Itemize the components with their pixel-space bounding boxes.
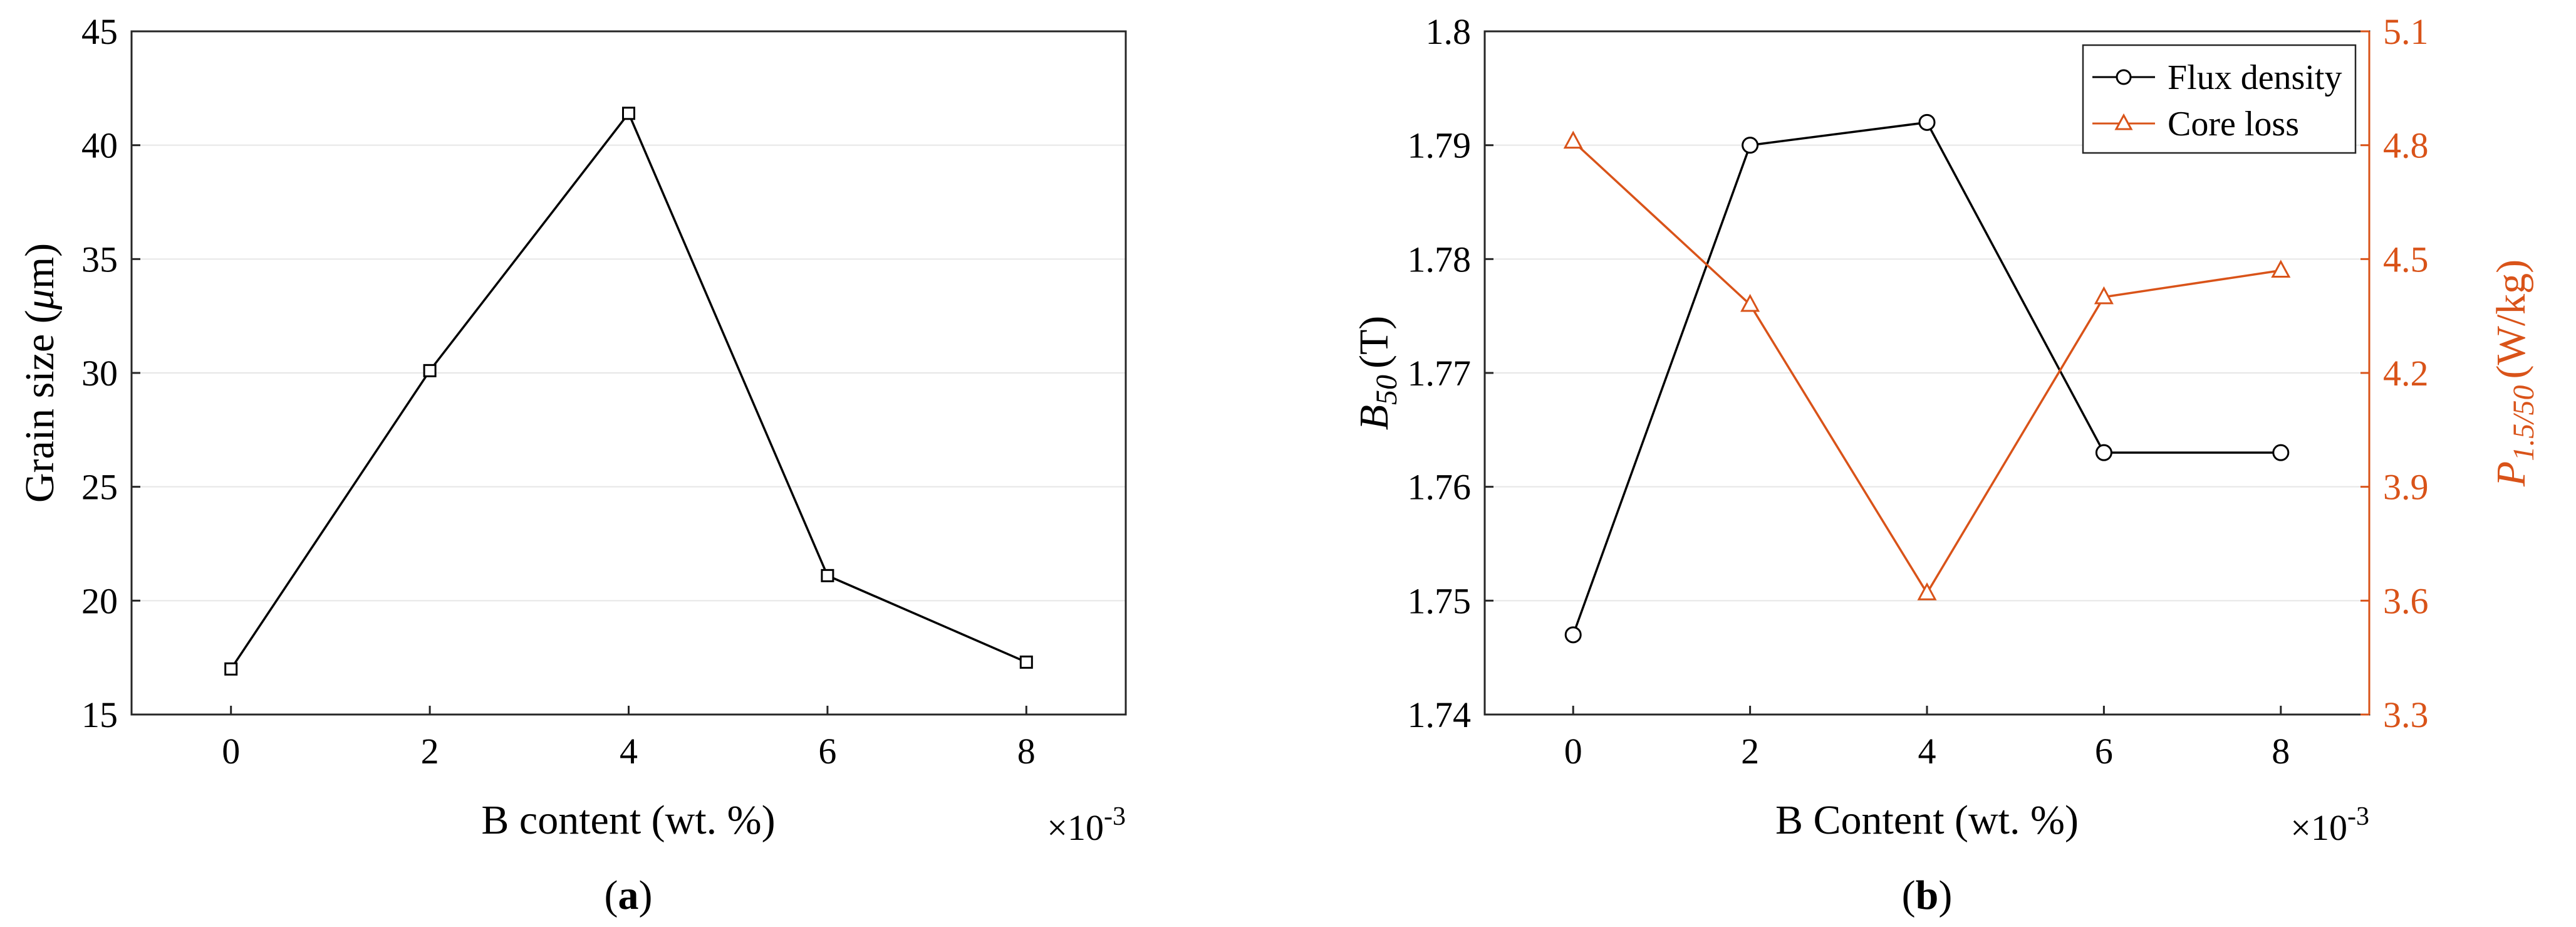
x-multiplier-a: ×10-3 xyxy=(1047,802,1126,848)
data-point xyxy=(1742,137,1759,154)
legend-marker-core xyxy=(2114,113,2133,130)
x-tick-label: 6 xyxy=(2095,731,2113,772)
data-point xyxy=(1563,130,1583,149)
y-axis-label-a: Grain size (μm) xyxy=(17,243,63,503)
data-point xyxy=(821,568,834,582)
y-tick-label: 20 xyxy=(81,580,118,621)
y-tick-label: 40 xyxy=(81,125,118,166)
y-tick-label: 1.8 xyxy=(1426,11,1472,52)
data-point xyxy=(423,364,437,377)
data-point xyxy=(2272,444,2290,461)
data-point xyxy=(1019,655,1033,669)
legend: Flux density Core loss xyxy=(2082,44,2357,154)
x-tick-label: 8 xyxy=(1017,731,1036,772)
y-tick-label: 25 xyxy=(81,467,118,508)
y-tick-label: 1.75 xyxy=(1408,580,1472,621)
panel-b: 1.74 1.75 1.76 1.77 1.78 1.79 1.8 3.3 3.6 3.9 4.2 4… xyxy=(1351,11,2540,918)
data-point xyxy=(622,107,635,120)
y-tick-label: 1.74 xyxy=(1408,694,1472,735)
data-point xyxy=(1917,582,1937,600)
y-tick-label: 30 xyxy=(81,353,118,394)
y-right-tick-label: 3.3 xyxy=(2383,694,2429,735)
y-tick-label: 1.76 xyxy=(1408,467,1472,508)
legend-marker-flux xyxy=(2116,69,2132,85)
y-axis-label-left-b: B50(T) xyxy=(1351,316,1403,431)
x-tick-label: 0 xyxy=(1564,731,1582,772)
x-axis-label-b: B Content (wt. %) xyxy=(1775,797,2079,843)
y-right-tick-label: 4.5 xyxy=(2383,239,2429,280)
legend-label-flux: Flux density xyxy=(2168,58,2342,97)
x-multiplier-b: ×10-3 xyxy=(2290,802,2369,848)
y-tick-label: 1.77 xyxy=(1408,353,1472,394)
panel-a: 15 20 25 30 35 40 45 0 2 4 6 8 B content (wt. %) ×1… xyxy=(17,11,1127,918)
x-tick-label: 2 xyxy=(421,731,439,772)
series-line-core-loss xyxy=(1572,140,2282,595)
x-tick-label: 4 xyxy=(1918,731,1936,772)
legend-box xyxy=(2082,44,2357,154)
y-tick-label: 1.78 xyxy=(1408,239,1472,280)
series-line-p0-s0 xyxy=(230,111,1027,670)
data-point xyxy=(2094,286,2114,305)
y-right-tick-label: 4.2 xyxy=(2383,353,2429,394)
data-point xyxy=(2095,444,2112,461)
y-axis-label-right-b: P1.5/50(W/kg) xyxy=(2488,259,2540,487)
x-axis-label-a: B content (wt. %) xyxy=(481,797,775,843)
y-tick-label: 35 xyxy=(81,239,118,280)
y-tick-label: 1.79 xyxy=(1408,125,1472,166)
data-point xyxy=(1564,626,1582,644)
data-point xyxy=(2271,259,2291,278)
series-line-flux-density xyxy=(1572,121,2281,636)
y-tick-label: 45 xyxy=(81,11,118,52)
data-point xyxy=(1918,113,1936,131)
x-tick-label: 4 xyxy=(620,731,638,772)
panel-caption-a: (a) xyxy=(605,872,653,918)
x-tick-label: 0 xyxy=(222,731,240,772)
legend-label-core: Core loss xyxy=(2168,105,2299,144)
x-tick-label: 6 xyxy=(818,731,836,772)
data-point xyxy=(1740,293,1760,312)
y-right-tick-label: 3.6 xyxy=(2383,580,2429,621)
x-tick-label: 8 xyxy=(2272,731,2290,772)
panel-caption-b: (b) xyxy=(1902,872,1953,918)
data-point xyxy=(224,662,238,676)
y-right-tick-label: 5.1 xyxy=(2383,11,2429,52)
y-right-tick-label: 4.8 xyxy=(2383,125,2429,166)
x-tick-label: 2 xyxy=(1741,731,1759,772)
y-tick-label: 15 xyxy=(81,694,118,735)
y-right-tick-label: 3.9 xyxy=(2383,467,2429,508)
